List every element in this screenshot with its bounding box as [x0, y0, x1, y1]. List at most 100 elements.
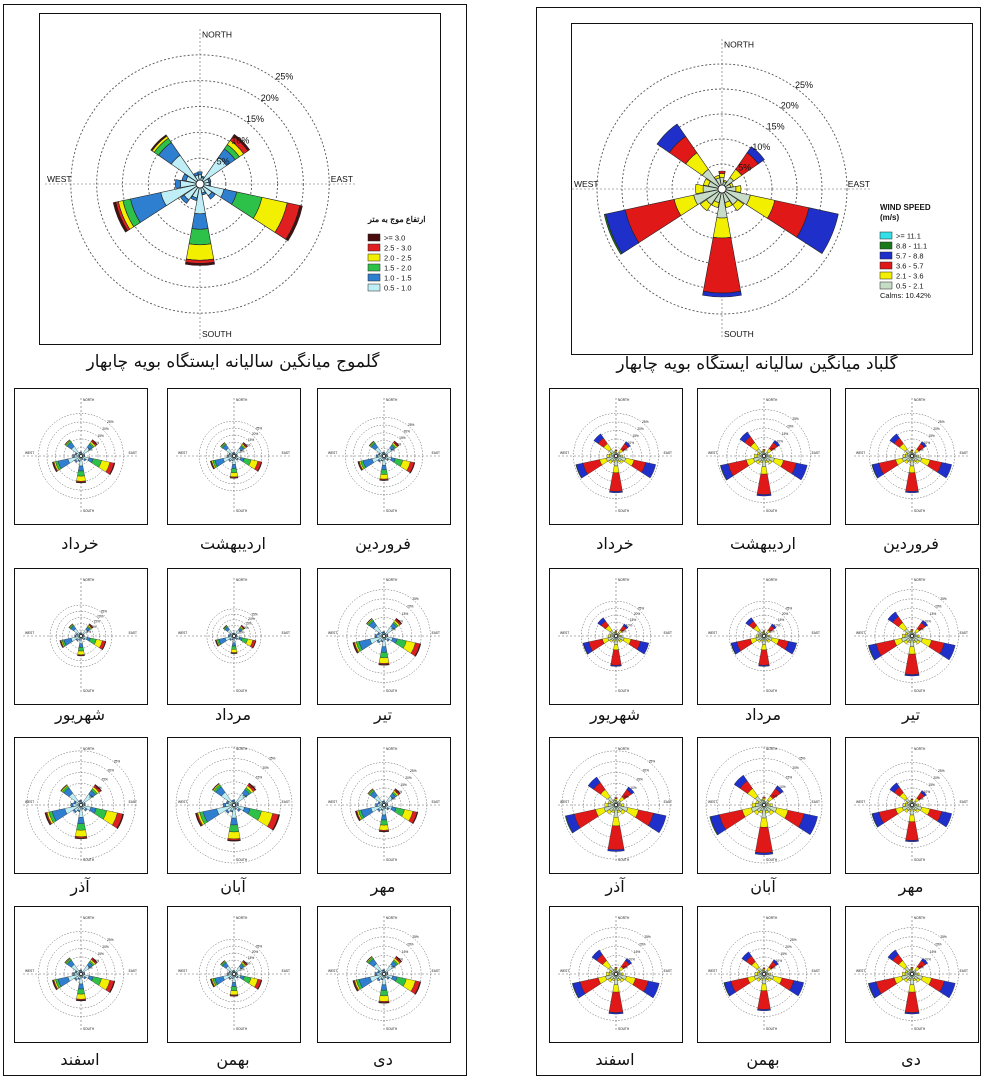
rose-wedge-e: [620, 972, 624, 976]
compass-north-label: NORTH: [236, 398, 248, 402]
rose-wedge-sw: [755, 459, 761, 465]
rose-wedge-wsw: [565, 815, 574, 834]
rose-wedge-s: [230, 817, 238, 826]
rose-ring-label: 10%: [93, 441, 100, 445]
rose-wedge-nnw: [78, 800, 81, 803]
rose-ring-label: 5%: [88, 448, 93, 452]
rose-ring-label: 20%: [404, 430, 411, 434]
rose-wedge-n: [197, 171, 203, 176]
rose-wedge-s: [702, 236, 742, 294]
rose-wedge-s: [230, 648, 238, 653]
rose-wedge-s: [761, 644, 767, 651]
compass-west-label: WEST: [708, 631, 717, 635]
rose-wedge-wsw: [871, 813, 879, 828]
rose-ring-label: 5%: [623, 965, 628, 969]
rose-ring-label: 15%: [634, 950, 641, 954]
rose-wedge-ne: [775, 785, 784, 794]
rose-calm-circle: [717, 184, 727, 194]
rose-calm-circle: [232, 803, 236, 807]
wave-legend-swatch: [367, 253, 381, 262]
rose-wedge-wnw: [74, 452, 78, 456]
rose-wedge-s: [905, 839, 919, 843]
wave-rose-month-chart: 5%10% 15% 20% 25% NORTH SOUTH EAST WEST: [176, 398, 292, 514]
rose-wedge-sw: [72, 809, 77, 814]
wind-rose-main-chart: 5%10% 15% 20% 25% NORTH SOUTH EAST WEST WIND SPE…: [572, 39, 931, 339]
rose-ring-label: 15%: [402, 612, 409, 616]
rose-ring-label: 5%: [390, 449, 395, 453]
rose-wedge-wsw: [52, 979, 58, 991]
rose-ring-label: 20%: [935, 942, 942, 946]
rose-ring-label: 5%: [919, 797, 924, 801]
compass-south-label: SOUTH: [83, 689, 95, 693]
compass-north-label: NORTH: [386, 916, 398, 920]
rose-wedge-nnw: [613, 451, 616, 453]
rose-wedge-s: [230, 472, 238, 478]
rose-wedge-s: [756, 493, 772, 497]
wave-month-label: دی: [373, 1050, 393, 1069]
rose-wedge-nw: [150, 134, 168, 152]
wave-rose-main-title: گلموج میانگین سالیانه ایستگاه بویه چابها…: [86, 352, 380, 372]
rose-wedge-n: [80, 969, 82, 972]
rose-calm-circle: [762, 803, 766, 807]
wind-legend-swatch: [879, 261, 893, 270]
compass-north-label: NORTH: [914, 747, 926, 751]
rose-ring-label: 25%: [799, 756, 806, 760]
rose-wedge-se: [768, 809, 775, 816]
rose-wedge-ese: [647, 812, 667, 834]
rose-wedge-ssw: [77, 809, 80, 812]
rose-wedge-s: [75, 481, 87, 484]
compass-north-label: NORTH: [83, 398, 95, 402]
rose-wedge-sw: [607, 977, 613, 983]
rose-calm-circle: [614, 803, 618, 807]
rose-wedge-ne: [770, 623, 777, 630]
rose-wedge-s: [78, 983, 84, 990]
wind-month-label: دی: [901, 1050, 921, 1069]
rose-ring: [583, 772, 649, 838]
rose-wedge-ese: [257, 461, 263, 472]
rose-wedge-nnw: [381, 969, 384, 972]
wind-rose-month-11: 5% 10% 15% 20% 25% NORTH SOUTH EAST WEST: [845, 906, 979, 1043]
rose-wedge-sw: [225, 809, 230, 814]
compass-east-label: EAST: [282, 451, 290, 455]
rose-wedge-sw: [74, 459, 78, 463]
rose-wedge-wsw: [575, 464, 583, 479]
rose-wedge-w: [70, 802, 74, 808]
rose-ring-label: 20%: [102, 427, 109, 431]
rose-ring-label: 20%: [782, 612, 789, 616]
rose-wedge-n: [910, 449, 914, 451]
rose-wedge-n: [762, 630, 766, 632]
rose-wedge-s: [378, 1001, 390, 1004]
rose-wedge-nnw: [760, 798, 764, 802]
compass-east-label: EAST: [129, 631, 137, 635]
rose-wedge-ese: [109, 462, 116, 476]
rose-wedge-s: [378, 830, 390, 833]
compass-south-label: SOUTH: [724, 329, 754, 339]
rose-wedge-wnw: [377, 970, 380, 974]
rose-wedge-wnw: [609, 452, 613, 456]
rose-wedge-ese: [636, 641, 649, 655]
rose-wedge-s: [380, 984, 388, 991]
rose-wedge-sse: [616, 459, 620, 463]
compass-north-label: NORTH: [766, 916, 778, 920]
rose-wedge-nnw: [909, 451, 912, 453]
rose-wedge-ssw: [907, 640, 912, 644]
rose-ring-label: 10%: [93, 959, 100, 963]
compass-north-label: NORTH: [202, 30, 232, 40]
compass-north-label: NORTH: [386, 747, 398, 751]
rose-ring-label: 15%: [94, 620, 101, 624]
wave-rose-month-chart: 5%10% 15% 20% 25% NORTH SOUTH EAST WEST: [326, 398, 442, 514]
rose-wedge-nw: [887, 949, 899, 961]
rose-calm-circle: [614, 454, 618, 458]
rose-calm-circle: [762, 972, 766, 976]
rose-wedge-n: [762, 796, 766, 799]
rose-wedge-se: [915, 977, 921, 983]
rose-ring-label: 10%: [249, 785, 256, 789]
compass-west-label: WEST: [25, 451, 34, 455]
compass-south-label: SOUTH: [914, 509, 926, 513]
rose-wedge-s: [904, 991, 920, 1013]
rose-wedge-s: [380, 469, 388, 475]
wave-rose-month-9: 5% 10% 15% 20% 25% NORTH SOUTH EAST WEST: [14, 906, 148, 1043]
rose-calm-circle: [382, 803, 386, 807]
